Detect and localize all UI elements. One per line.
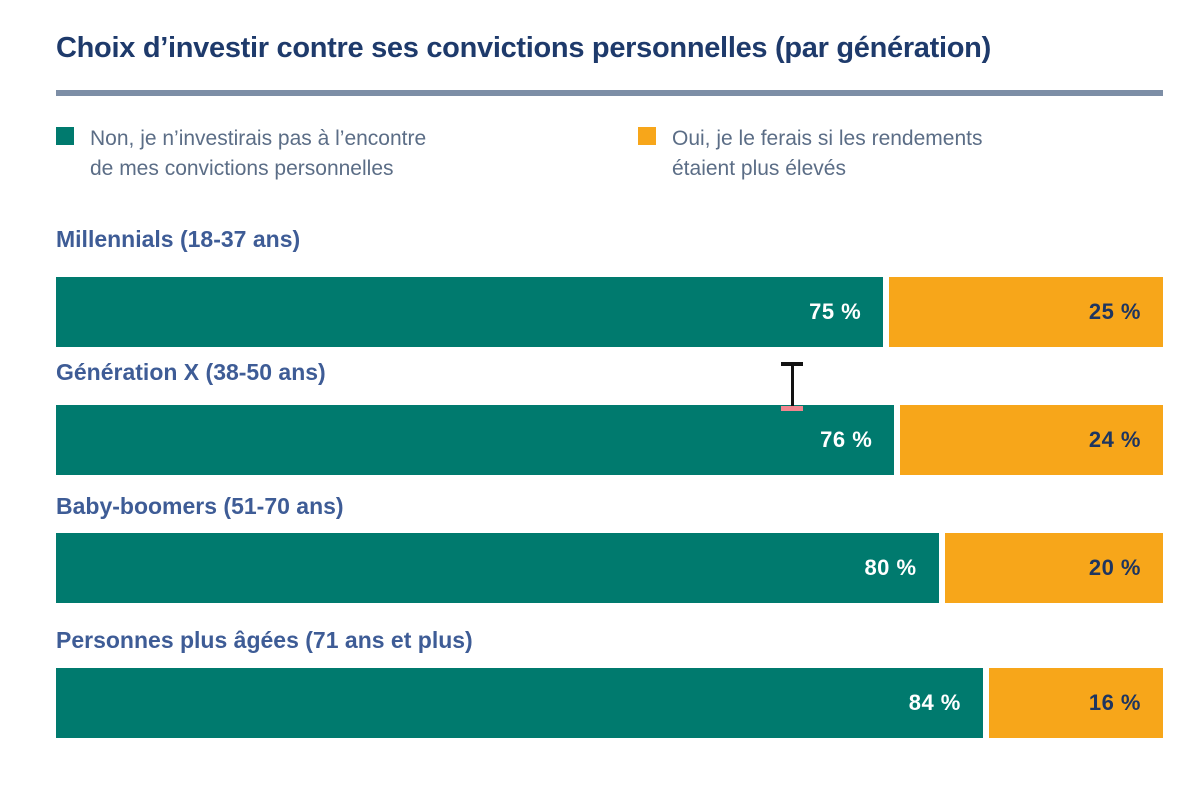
chart-title: Choix d’investir contre ses convictions …	[56, 32, 991, 64]
value-label-no: 84 %	[908, 690, 961, 715]
legend-swatch-yes-icon	[638, 127, 656, 145]
bar-segment-no: 80 %	[56, 533, 939, 603]
bar-generation-x: 76 % 24 %	[56, 405, 1163, 475]
ibeam-top-serif	[781, 362, 803, 366]
legend-label-no-line1: Non, je n’investirais pas à l’encontre	[90, 127, 427, 150]
bar-baby-boomers: 80 % 20 %	[56, 533, 1163, 603]
category-label-generation-x: Génération X (38-50 ans)	[56, 359, 326, 385]
value-label-yes: 20 %	[1088, 555, 1141, 580]
legend-label-yes-line1: Oui, je le ferais si les rendements	[672, 127, 983, 150]
legend-label-yes-line2: étaient plus élevés	[672, 157, 846, 180]
bar-segment-no: 84 %	[56, 668, 983, 738]
bar-segment-no: 75 %	[56, 277, 884, 347]
legend-item-yes: Oui, je le ferais si les rendements étai…	[638, 124, 982, 184]
category-label-personnes-plus-agees: Personnes plus âgées (71 ans et plus)	[56, 627, 473, 653]
value-label-yes: 25 %	[1088, 299, 1141, 324]
category-label-baby-boomers: Baby-boomers (51-70 ans)	[56, 493, 344, 519]
value-label-no: 76 %	[820, 427, 873, 452]
ibeam-stem	[791, 364, 794, 408]
value-label-no: 75 %	[809, 299, 862, 324]
legend-swatch-no-icon	[56, 127, 74, 145]
bar-segment-no: 76 %	[56, 405, 895, 475]
title-divider	[56, 90, 1163, 96]
value-label-yes: 16 %	[1088, 690, 1141, 715]
value-label-no: 80 %	[864, 555, 917, 580]
bar-personnes-plus-agees: 84 % 16 %	[56, 668, 1163, 738]
value-label-yes: 24 %	[1088, 427, 1141, 452]
bar-segment-yes: 20 %	[944, 533, 1163, 603]
bar-segment-yes: 24 %	[900, 405, 1163, 475]
bar-segment-yes: 25 %	[889, 277, 1163, 347]
legend-item-no: Non, je n’investirais pas à l’encontre d…	[56, 124, 426, 184]
bar-millennials: 75 % 25 %	[56, 277, 1163, 347]
bar-segment-yes: 16 %	[988, 668, 1163, 738]
category-label-millennials: Millennials (18-37 ans)	[56, 226, 301, 252]
legend-label-no-line2: de mes convictions personnelles	[90, 157, 394, 180]
